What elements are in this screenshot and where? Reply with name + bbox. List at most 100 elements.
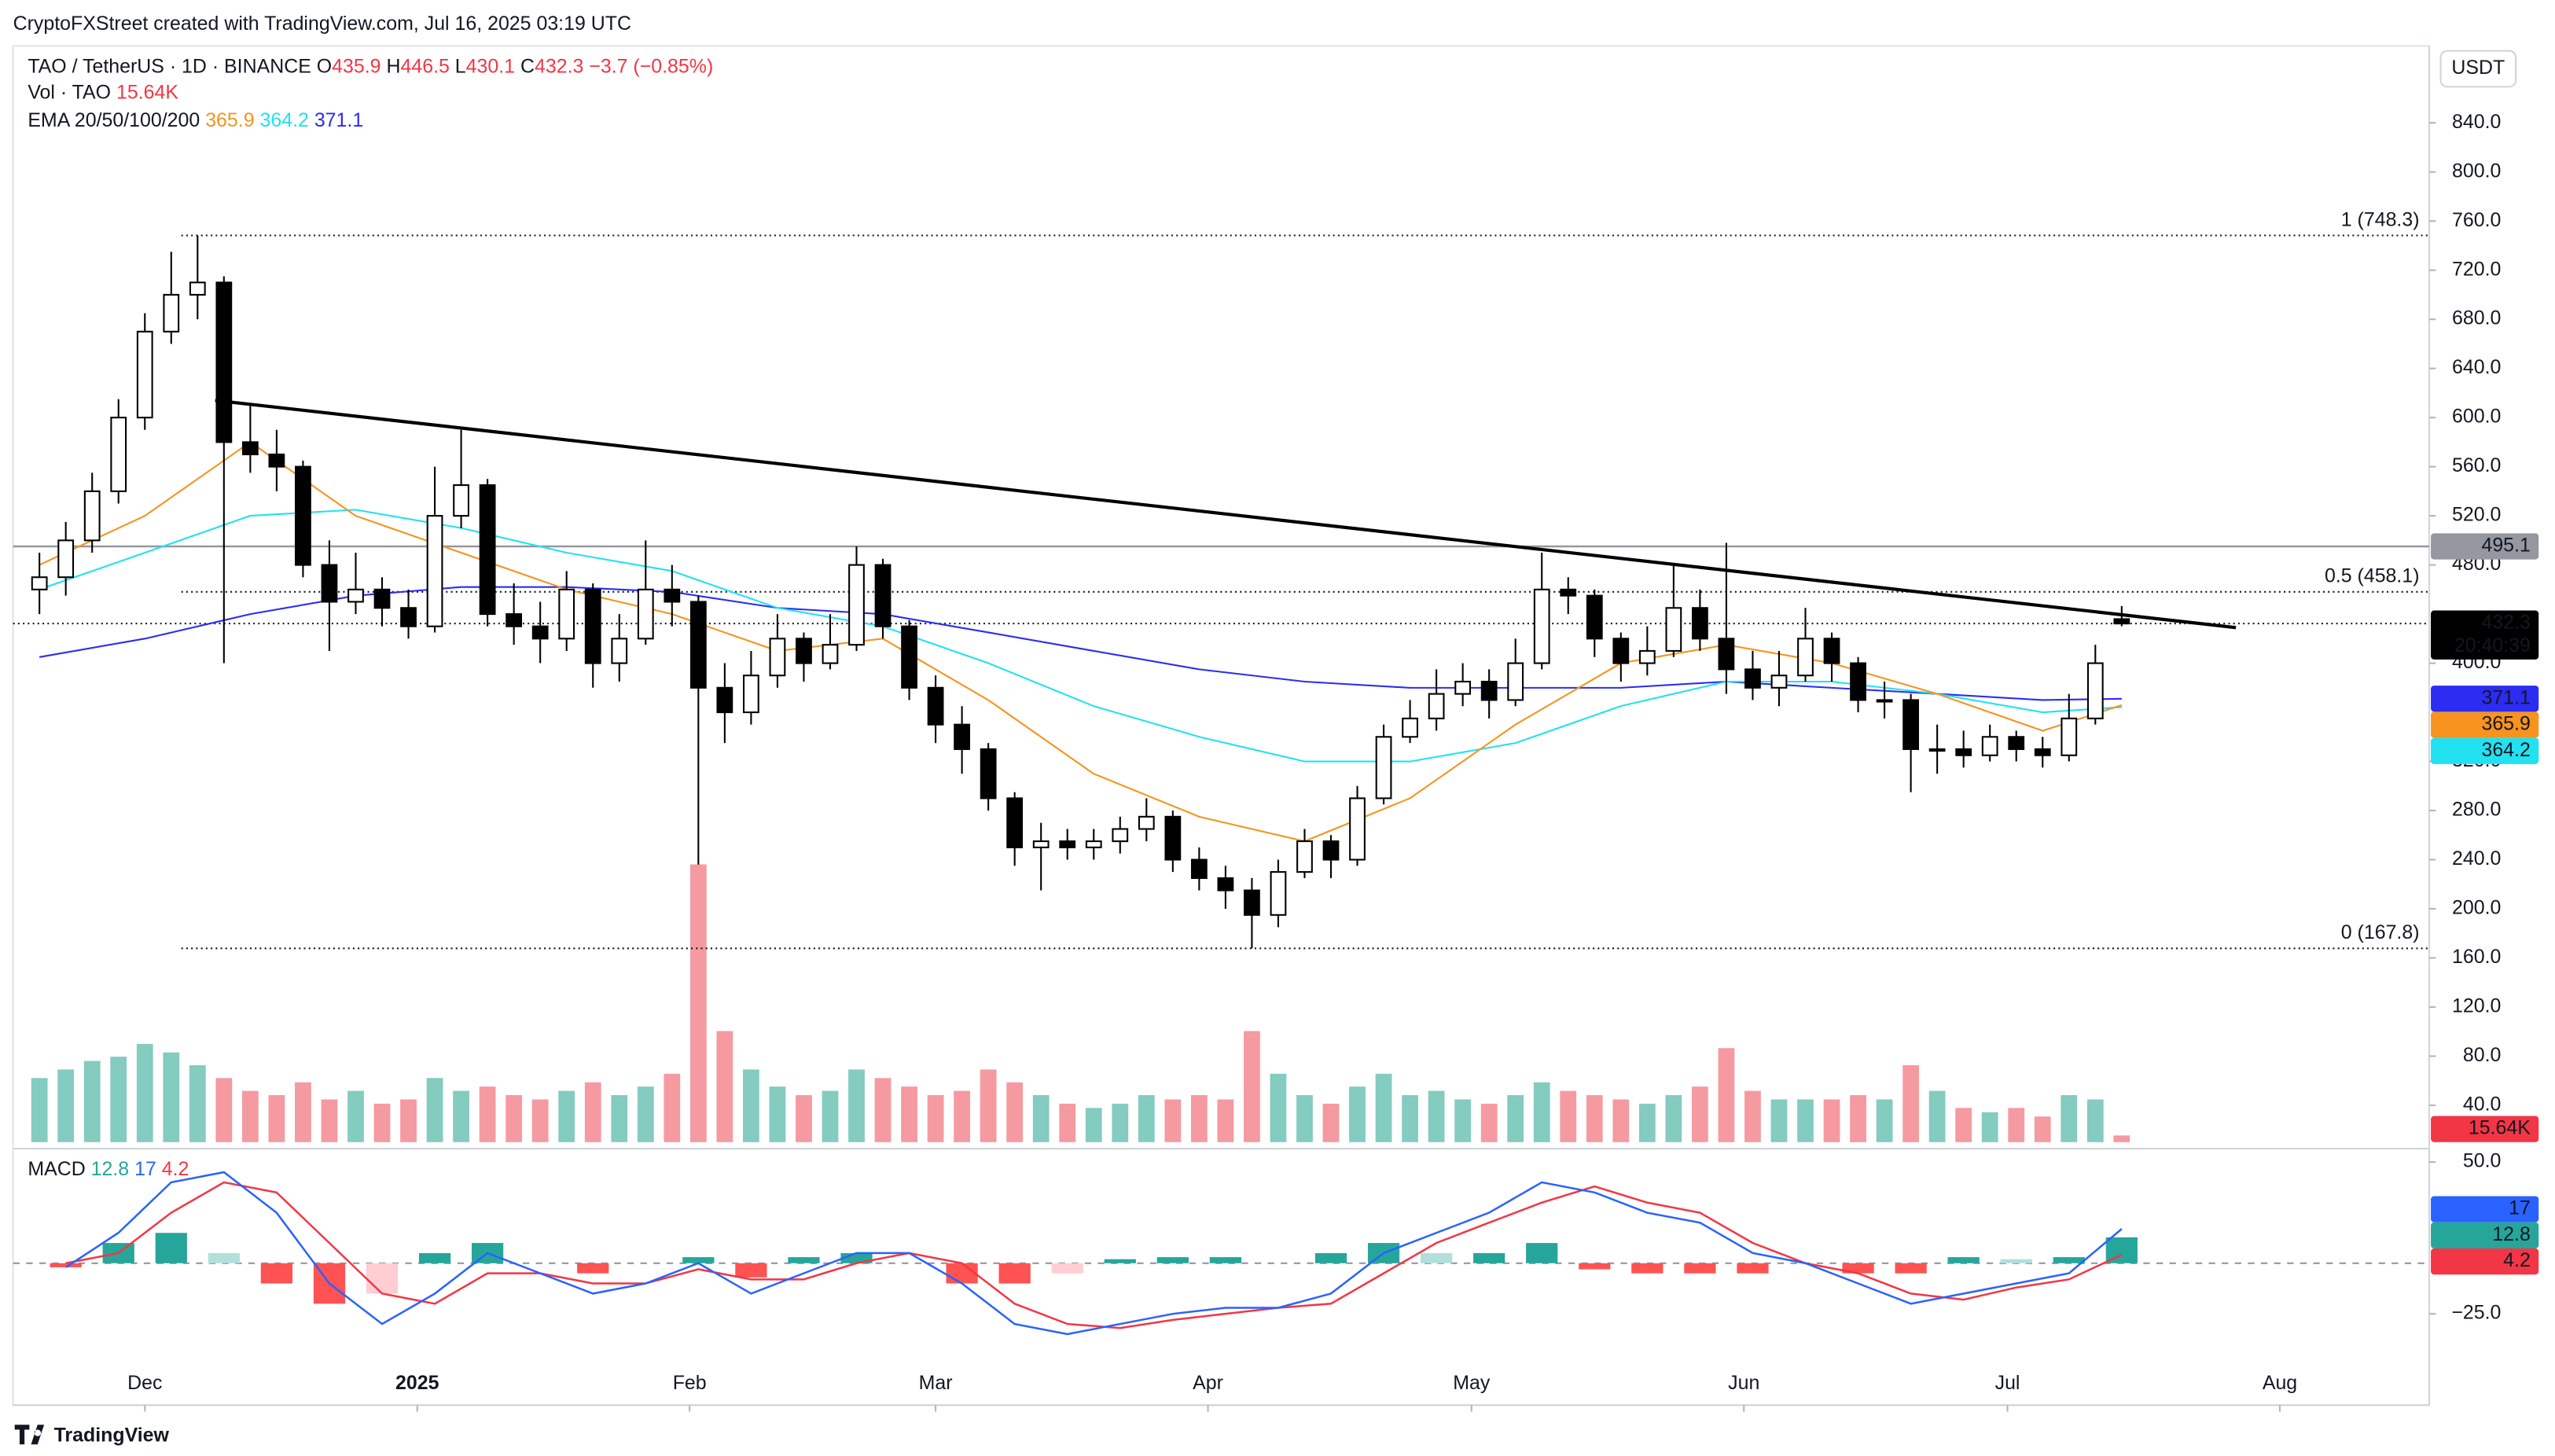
volume-bar [1823, 1099, 1840, 1142]
y-tick-label: 640.0 [2452, 356, 2501, 378]
volume-bar [1112, 1103, 1129, 1142]
logo-text: TradingView [54, 1424, 170, 1446]
signal-value: 4.2 [162, 1158, 189, 1180]
ema-line [39, 441, 2123, 843]
currency[interactable]: USDT [2451, 57, 2505, 79]
price-tag-label: 4.2 [2503, 1249, 2531, 1271]
candle-body [163, 293, 180, 333]
y-tick-label: 760.0 [2452, 209, 2501, 231]
y-tick-label: 280.0 [2452, 799, 2501, 821]
candle-body [1586, 594, 1603, 640]
candle-body [1797, 638, 1814, 677]
candle-body [1533, 588, 1550, 664]
candle-body [716, 686, 733, 714]
price-tag [2431, 610, 2539, 660]
signal-line [65, 1181, 2123, 1329]
candle-body [2008, 736, 2025, 750]
volume-bar [1164, 1099, 1182, 1142]
macd-histogram-bar [1473, 1252, 1505, 1263]
candle-body [531, 625, 549, 640]
x-tick-label: May [1453, 1372, 1491, 1394]
volume-bar [1902, 1064, 1920, 1142]
volume-bar [1850, 1094, 1866, 1142]
volume-bar [453, 1090, 469, 1142]
price-tag-label: 15.64K [2469, 1117, 2531, 1139]
volume-bar [2086, 1099, 2104, 1142]
candle-body [1692, 607, 1708, 640]
volume-bar [1744, 1090, 1761, 1142]
price-tag [2431, 686, 2539, 712]
x-tick-label: Dec [127, 1372, 162, 1394]
candle-body [1085, 840, 1102, 848]
currency-box[interactable] [2439, 50, 2517, 88]
volume-bar [426, 1078, 443, 1142]
y-tick-label: 80.0 [2463, 1044, 2502, 1066]
volume-bar [1876, 1099, 1893, 1142]
candle-body [1032, 840, 1050, 848]
price-tag-label: 495.1 [2481, 535, 2530, 557]
macd-histogram-bar [735, 1263, 767, 1278]
legend: TAO / TetherUS · 1D · BINANCE O435.9 H44… [28, 55, 713, 1180]
volume-bar [1770, 1099, 1788, 1142]
candle-body [664, 588, 681, 603]
candle-body [2086, 662, 2104, 719]
volume-bar [901, 1086, 917, 1142]
countdown: 20:40:39 [2454, 634, 2531, 656]
macd-histogram-bar [1579, 1263, 1611, 1270]
x-tick-label: Jul [1995, 1372, 2020, 1394]
volume-bar [241, 1090, 259, 1142]
volume-bar [1507, 1094, 1524, 1142]
candle-body [268, 453, 285, 468]
candle-body [31, 576, 48, 590]
candle-body [1138, 815, 1155, 830]
macd-histogram-bar [366, 1263, 399, 1294]
candle-body [1560, 588, 1577, 597]
candle-body [400, 607, 417, 627]
candle-body [83, 490, 101, 542]
macd-histogram-bar [50, 1263, 82, 1267]
volume-bar [1428, 1090, 1445, 1142]
macd-histogram-bar [1421, 1252, 1453, 1263]
volume-bar [373, 1103, 391, 1142]
y-tick-label: 680.0 [2452, 307, 2501, 329]
macd-histogram-bar [2053, 1257, 2085, 1263]
candle-body [189, 281, 206, 296]
ohlc-letter: O [317, 55, 332, 77]
candle-body [1480, 680, 1498, 701]
y-tick-label: 40.0 [2463, 1093, 2502, 1115]
candle-body [848, 564, 865, 646]
macd-line [65, 1171, 2123, 1336]
candle-body [822, 644, 839, 664]
ema-line [39, 586, 2122, 701]
candle-body [1349, 797, 1366, 861]
trendline [215, 399, 2237, 630]
candle-body [1770, 675, 1788, 689]
volume-bar [637, 1086, 654, 1142]
volume-bar [347, 1090, 364, 1142]
macd-histogram-bar [1947, 1257, 1980, 1263]
volume-bar [163, 1052, 180, 1142]
candle-body [1244, 889, 1260, 916]
macd-histogram-bar [1314, 1252, 1347, 1263]
candle-body [954, 723, 971, 750]
macd-histogram-bar [1526, 1243, 1558, 1263]
candle-body [901, 625, 917, 689]
volume-bar [1402, 1094, 1418, 1142]
volume-bar [743, 1069, 759, 1142]
macd-histogram-bar [577, 1263, 609, 1274]
macd-histogram-bar [1104, 1259, 1136, 1263]
volume-bar [1085, 1108, 1102, 1142]
x-tick-label: Apr [1193, 1372, 1223, 1394]
volume-bar [558, 1090, 575, 1142]
symbol: TAO / TetherUS · 1D · BINANCE [28, 55, 311, 77]
candle-body [1876, 699, 1893, 703]
candle-body [426, 515, 443, 627]
volume-bar [796, 1094, 812, 1142]
price-tag [2431, 737, 2539, 764]
ema-line [39, 509, 2122, 763]
macd-hist-value: 12.8 [91, 1158, 130, 1180]
y-tick-label: 520.0 [2452, 504, 2501, 526]
candle-body [1296, 840, 1313, 873]
volume-bar [1718, 1048, 1735, 1142]
volume-bar [1638, 1103, 1656, 1142]
